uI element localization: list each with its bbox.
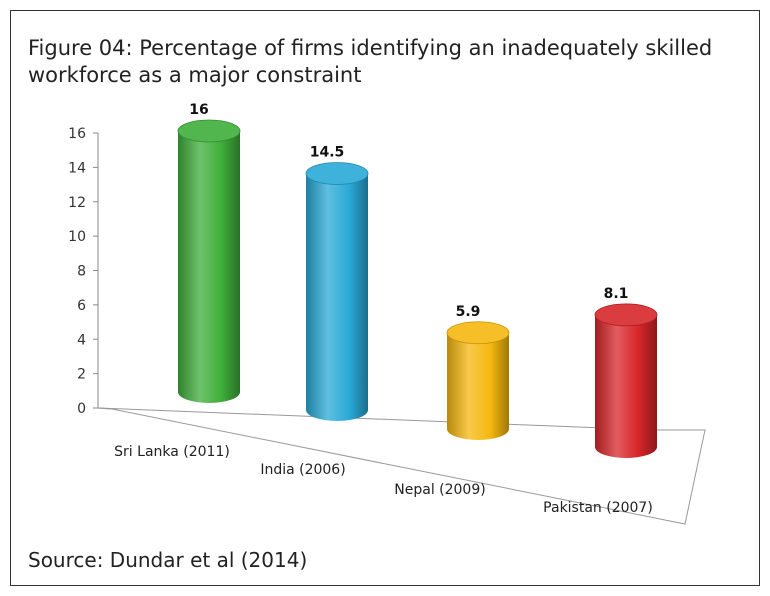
bar-4 <box>594 303 658 458</box>
y-tick-label: 16 <box>68 126 86 142</box>
y-tick-label: 12 <box>68 195 86 211</box>
bar-body <box>306 173 368 421</box>
data-label-2: 14.5 <box>310 144 345 160</box>
bar-2 <box>305 162 369 421</box>
y-tick-label: 8 <box>77 264 86 280</box>
y-tick-label: 6 <box>77 298 86 314</box>
category-label-1: Sri Lanka (2011) <box>114 444 230 460</box>
floor-edge <box>97 407 111 410</box>
category-label-3: Nepal (2009) <box>394 482 485 498</box>
bar-top <box>446 321 510 345</box>
figure-frame <box>10 10 760 586</box>
y-tick-label: 2 <box>77 367 86 383</box>
category-label-4: Pakistan (2007) <box>543 500 653 516</box>
bar-top <box>594 303 658 327</box>
category-label-2: India (2006) <box>260 462 345 478</box>
bar-3 <box>446 321 510 440</box>
chart-labels: 16 14.5 5.9 8.1 Sri Lanka (2011) India (2006)… <box>114 102 653 516</box>
figure-title: Figure 04: Percentage of firms identifyi… <box>28 36 713 87</box>
chart-bars <box>177 119 658 458</box>
y-tick-label: 0 <box>77 401 86 417</box>
y-tick-label: 10 <box>68 229 86 245</box>
bar-body <box>595 314 657 458</box>
bar-body <box>447 332 509 440</box>
source-note: Source: Dundar et al (2014) <box>28 548 308 572</box>
bar-1 <box>177 119 241 403</box>
data-label-3: 5.9 <box>456 304 481 320</box>
chart-axes: 0 2 4 6 8 10 12 14 16 <box>68 126 706 525</box>
data-label-1: 16 <box>189 102 208 118</box>
bar-top <box>177 119 241 143</box>
bar-body <box>178 131 240 403</box>
y-tick-label: 4 <box>77 332 86 348</box>
bar-top <box>305 162 369 185</box>
y-tick-label: 14 <box>68 160 86 176</box>
data-label-4: 8.1 <box>604 286 629 302</box>
